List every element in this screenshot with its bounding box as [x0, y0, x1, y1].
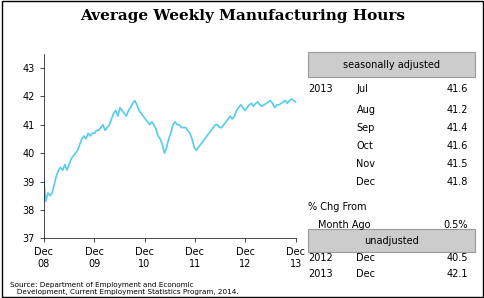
Text: Nov: Nov [356, 159, 375, 169]
Text: Dec: Dec [356, 177, 375, 187]
Text: 41.4: 41.4 [446, 123, 467, 133]
Text: 0.5%: 0.5% [442, 220, 467, 230]
Text: seasonally adjusted: seasonally adjusted [342, 60, 439, 70]
FancyBboxPatch shape [307, 229, 474, 252]
Text: 2013: 2013 [307, 268, 332, 279]
Text: % Chg From: % Chg From [307, 202, 366, 212]
Text: 41.2: 41.2 [446, 105, 467, 115]
Text: 41.8: 41.8 [446, 177, 467, 187]
Text: Dec: Dec [356, 268, 375, 279]
Text: 40.5: 40.5 [446, 253, 467, 263]
FancyBboxPatch shape [307, 52, 474, 77]
Text: Month Ago: Month Ago [317, 220, 369, 230]
Text: 41.5: 41.5 [446, 159, 467, 169]
Text: 2013: 2013 [307, 84, 332, 94]
Text: 41.6: 41.6 [446, 141, 467, 151]
Text: Dec: Dec [356, 253, 375, 263]
Text: 2012: 2012 [307, 253, 332, 263]
Text: Source: Department of Employment and Economic
   Development, Current Employment: Source: Department of Employment and Eco… [10, 282, 238, 295]
Text: Sep: Sep [356, 123, 374, 133]
Text: Average Weekly Manufacturing Hours: Average Weekly Manufacturing Hours [80, 9, 404, 23]
Text: Aug: Aug [356, 105, 375, 115]
Text: Jul: Jul [356, 84, 367, 94]
Text: 42.1: 42.1 [446, 268, 467, 279]
Text: unadjusted: unadjusted [363, 236, 418, 246]
Text: Oct: Oct [356, 141, 373, 151]
Text: 41.6: 41.6 [446, 84, 467, 94]
